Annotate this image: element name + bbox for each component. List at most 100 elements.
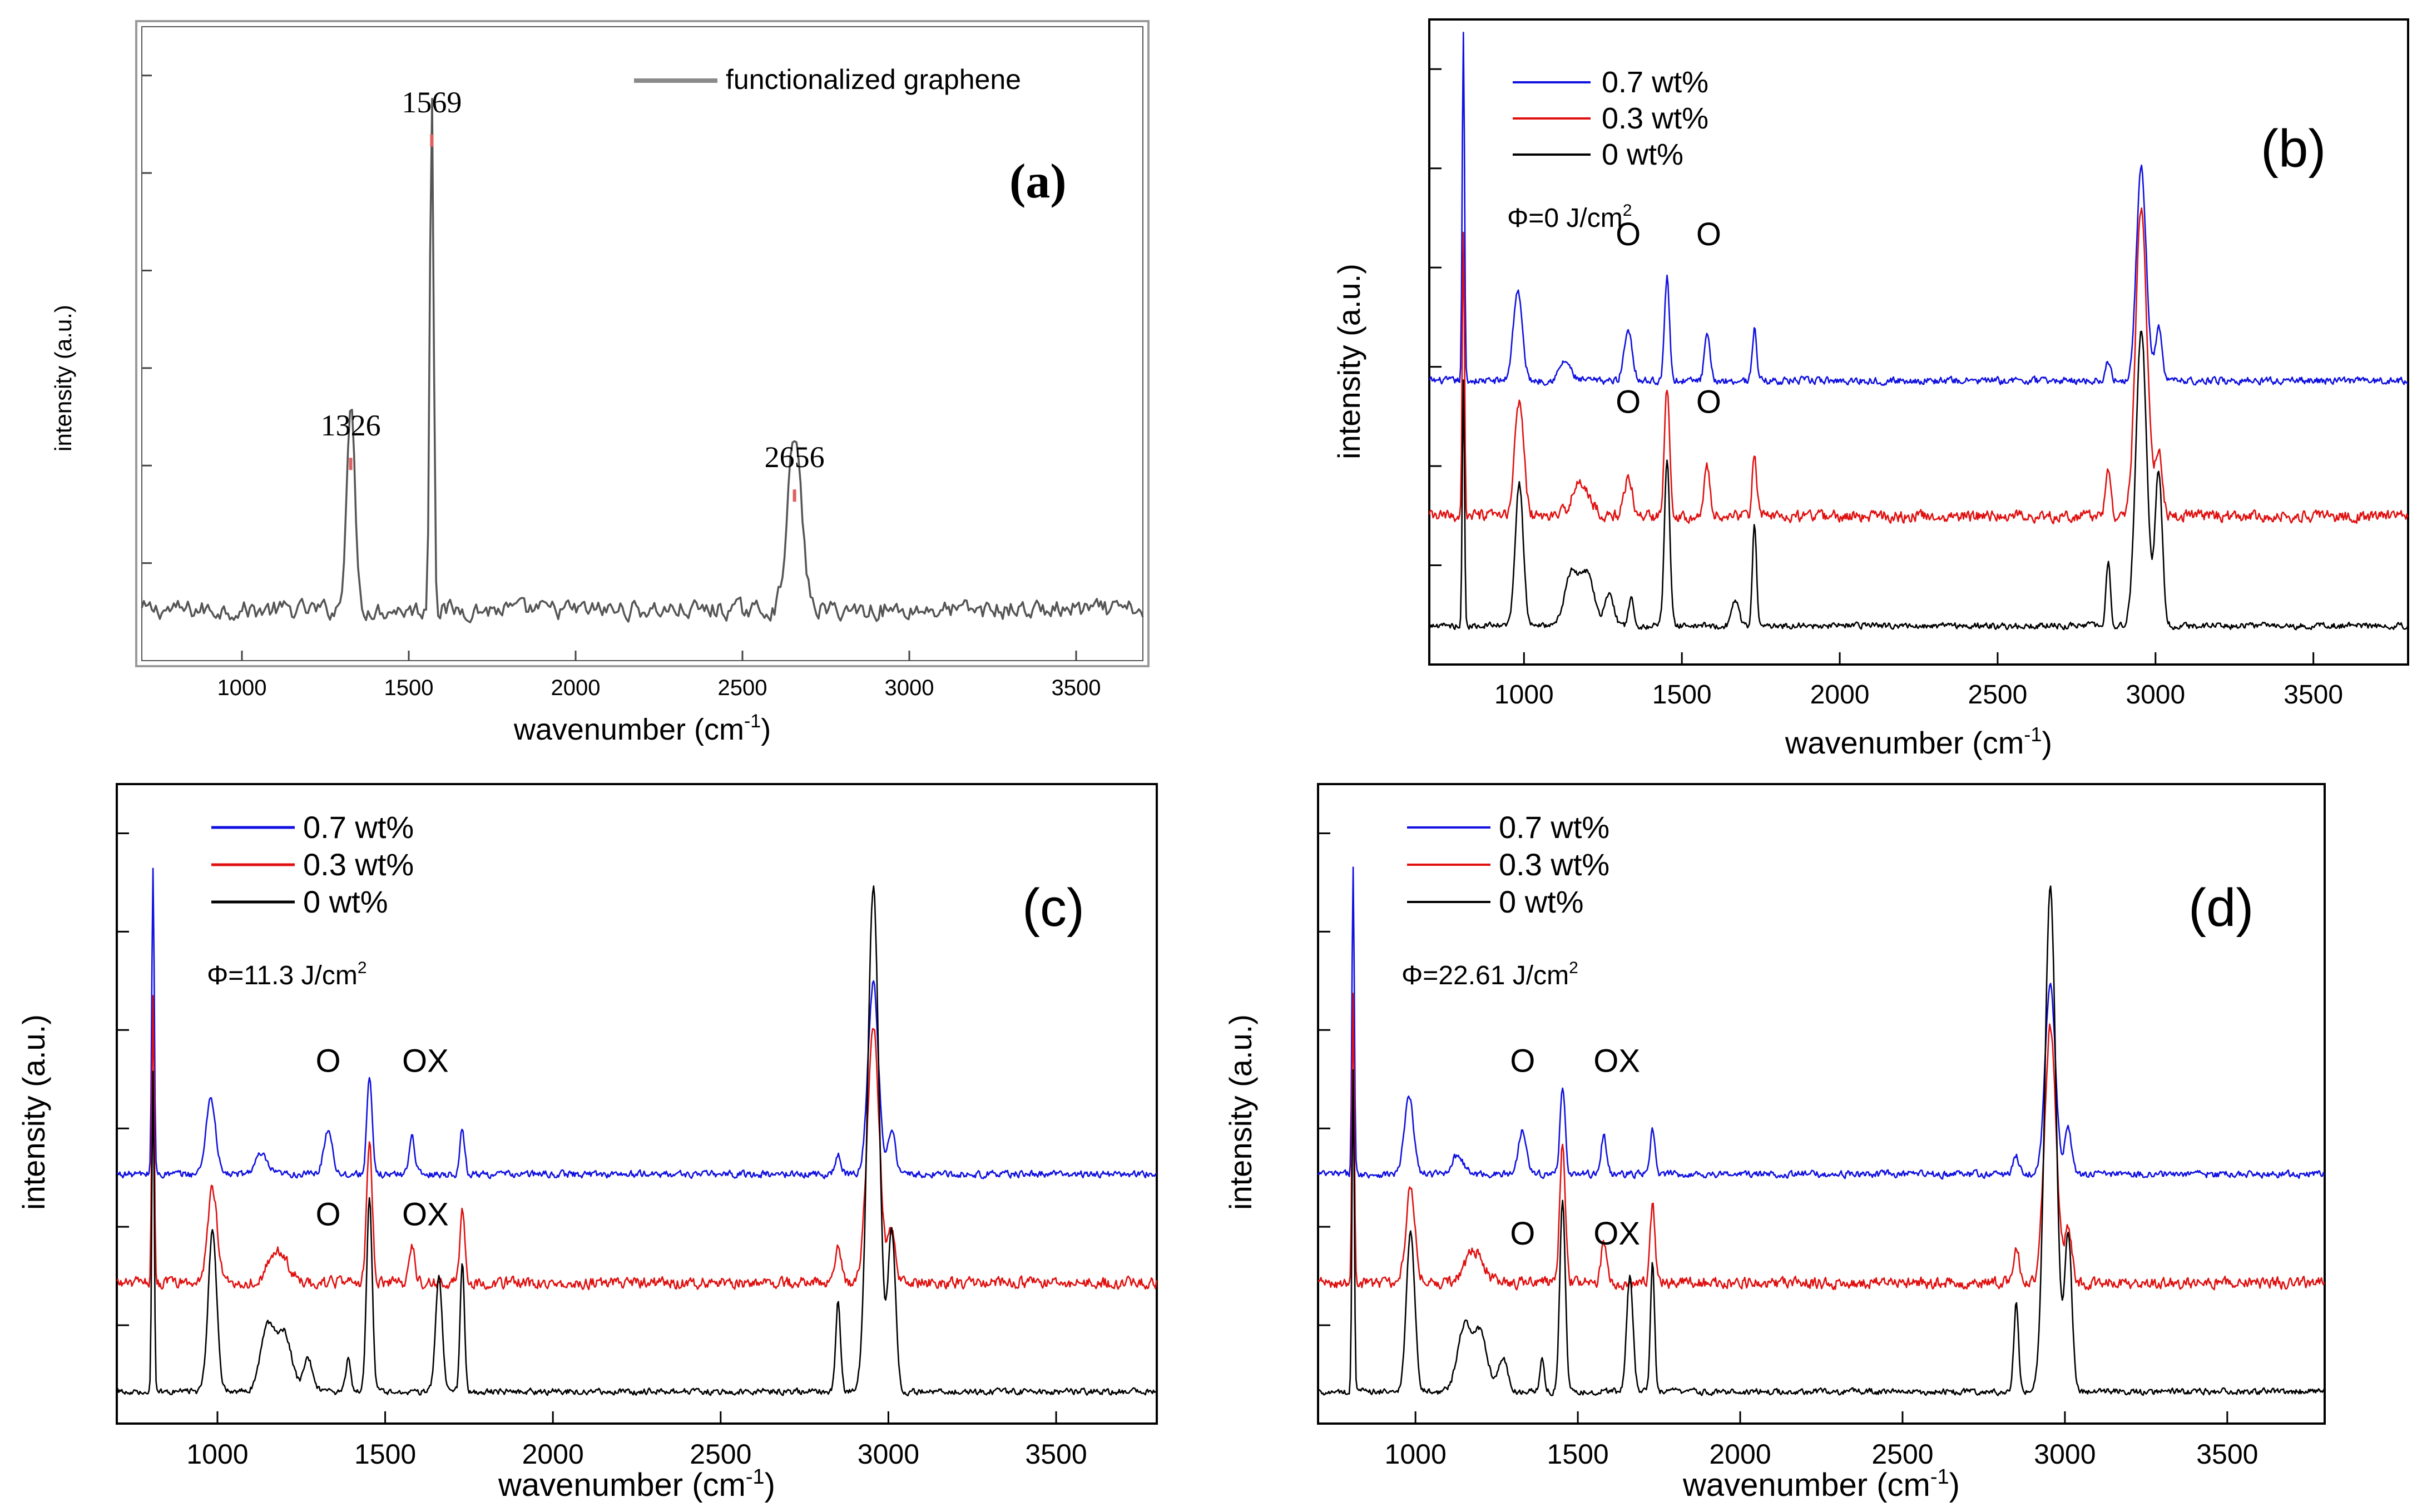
series-line-0-wt xyxy=(1318,885,2325,1396)
panel-d-plot-frame xyxy=(1317,783,2326,1425)
panel-a-plot-frame xyxy=(141,26,1143,661)
panel-d-series xyxy=(1317,866,2325,1396)
panel-b: 1000 1500 2000 2500 3000 3500 O O O O 0.7 wt% 0.… xyxy=(1331,18,2409,760)
panel-c-y-axis-label: intensity (a.u.) xyxy=(16,1014,51,1210)
peak-annotation: O xyxy=(1616,384,1641,420)
legend-label-0-3-wt: 0.3 wt% xyxy=(1499,847,1609,882)
panel-b-xticks: 1000 1500 2000 2500 3000 3500 xyxy=(1494,652,2343,710)
x-tick-label: 1000 xyxy=(1494,680,1554,710)
x-tick-label: 2500 xyxy=(690,1439,751,1470)
legend-label-functionalized-graphene: functionalized graphene xyxy=(726,64,1021,95)
x-tick-label: 2000 xyxy=(1709,1439,1771,1470)
panel-d-annotations: O OX O OX xyxy=(1510,1043,1640,1252)
series-line-0-wt xyxy=(1428,330,2409,631)
panel-c-plot-frame xyxy=(116,783,1158,1425)
x-tick-label: 1000 xyxy=(186,1439,248,1470)
x-tick-label: 2000 xyxy=(1810,680,1870,710)
panel-b-annotations: O O O O xyxy=(1616,216,1721,420)
panel-d-fluence: Φ=22.61 J/cm2 xyxy=(1401,959,1578,990)
panel-a: 1000 1500 2000 2500 3000 3500 1326 1569 2656 fu… xyxy=(50,20,1150,746)
panel-b-plot-frame xyxy=(1428,18,2409,666)
x-tick-label: 3000 xyxy=(885,676,934,700)
panel-a-series xyxy=(141,98,1144,623)
x-tick-label: 3500 xyxy=(2284,680,2343,710)
panel-c-annotations: O OX O OX xyxy=(315,1043,448,1233)
peak-label: 1569 xyxy=(402,86,462,119)
x-tick-label: 3000 xyxy=(858,1439,919,1470)
x-tick-label: 3500 xyxy=(1025,1439,1087,1470)
x-tick-label: 1500 xyxy=(1652,680,1712,710)
x-tick-label: 1000 xyxy=(1385,1439,1447,1470)
legend-label-0-7-wt: 0.7 wt% xyxy=(303,810,414,845)
panel-a-label: (a) xyxy=(1009,155,1067,209)
panel-a-xticks: 1000 1500 2000 2500 3000 3500 xyxy=(217,651,1101,700)
x-tick-label: 3000 xyxy=(2034,1439,2096,1470)
panel-b-fluence: Φ=0 J/cm2 xyxy=(1507,201,1632,233)
peak-annotation: O xyxy=(1696,384,1721,420)
legend-label-0-7-wt: 0.7 wt% xyxy=(1602,66,1708,99)
peak-annotation: O xyxy=(315,1197,340,1233)
series-line-0-7-wt xyxy=(116,867,1157,1179)
legend-label-0-7-wt: 0.7 wt% xyxy=(1499,810,1609,845)
panel-c-xticks: 1000 1500 2000 2500 3000 3500 xyxy=(186,1411,1087,1470)
peak-annotation: O xyxy=(315,1043,340,1079)
series-line-functionalized-graphene xyxy=(141,98,1144,623)
x-tick-label: 3500 xyxy=(1052,676,1101,700)
peak-annotation: OX xyxy=(402,1043,449,1079)
series-line-0-3-wt xyxy=(116,995,1157,1291)
series-line-0-7-wt xyxy=(1429,32,2409,386)
series-line-0-3-wt xyxy=(1428,207,2409,524)
panel-d-yticks xyxy=(1318,832,1330,1326)
legend-label-0-wt: 0 wt% xyxy=(1602,138,1683,171)
peak-annotation: O xyxy=(1616,216,1641,252)
peak-annotation: O xyxy=(1510,1043,1535,1079)
series-line-0-3-wt xyxy=(1318,993,2325,1291)
panel-d-xticks: 1000 1500 2000 2500 3000 3500 xyxy=(1385,1411,2258,1470)
x-tick-label: 3000 xyxy=(2126,680,2185,710)
x-tick-label: 3500 xyxy=(2196,1439,2258,1470)
panel-d-y-axis-label: intensity (a.u.) xyxy=(1223,1014,1258,1210)
panel-c-fluence: Φ=11.3 J/cm2 xyxy=(207,959,367,990)
panel-a-x-axis-label: wavenumber (cm-1) xyxy=(513,711,771,746)
series-line-0-7-wt xyxy=(1317,866,2325,1180)
panel-d-label: (d) xyxy=(2188,878,2253,938)
panel-c-series xyxy=(116,867,1157,1397)
panel-a-yticks xyxy=(142,75,152,564)
panel-a-y-axis-label: intensity (a.u.) xyxy=(50,305,76,452)
legend-label-0-wt: 0 wt% xyxy=(303,884,388,919)
peak-annotation: O xyxy=(1696,216,1721,252)
panel-b-yticks xyxy=(1429,68,1442,567)
x-tick-label: 2000 xyxy=(551,676,601,700)
x-tick-label: 2500 xyxy=(1968,680,2028,710)
panel-b-x-axis-label: wavenumber (cm-1) xyxy=(1785,723,2052,760)
x-tick-label: 2500 xyxy=(1871,1439,1933,1470)
panel-c: 1000 1500 2000 2500 3000 3500 O OXO OX 0.7 wt% … xyxy=(16,783,1158,1503)
legend-label-0-3-wt: 0.3 wt% xyxy=(1602,102,1708,135)
peak-label: 2656 xyxy=(765,440,825,474)
legend-label-0-wt: 0 wt% xyxy=(1499,884,1584,919)
series-line-0-wt xyxy=(116,885,1157,1397)
x-tick-label: 1500 xyxy=(354,1439,416,1470)
panel-a-peak-labels: 1326 1569 2656 xyxy=(321,86,825,502)
panel-b-series xyxy=(1428,32,2409,631)
panel-c-label: (c) xyxy=(1022,878,1084,938)
x-tick-label: 1000 xyxy=(217,676,267,700)
panel-a-frame xyxy=(135,20,1150,667)
panel-b-label: (b) xyxy=(2261,119,2326,179)
legend-label-0-3-wt: 0.3 wt% xyxy=(303,847,414,882)
panel-d-x-axis-label: wavenumber (cm-1) xyxy=(1682,1465,1960,1503)
peak-label: 1326 xyxy=(321,409,381,442)
x-tick-label: 2000 xyxy=(522,1439,584,1470)
peak-annotation: OX xyxy=(1593,1216,1640,1252)
panel-c-x-axis-label: wavenumber (cm-1) xyxy=(498,1465,775,1503)
panel-c-yticks xyxy=(117,832,129,1326)
x-tick-label: 1500 xyxy=(384,676,434,700)
peak-annotation: OX xyxy=(1593,1043,1640,1079)
panel-b-y-axis-label: intensity (a.u.) xyxy=(1331,264,1366,459)
x-tick-label: 2500 xyxy=(718,676,767,700)
peak-annotation: OX xyxy=(402,1197,449,1233)
peak-annotation: O xyxy=(1510,1216,1535,1252)
panel-d: 1000 1500 2000 2500 3000 3500 O OXO OX 0.7 wt% … xyxy=(1223,783,2326,1503)
x-tick-label: 1500 xyxy=(1547,1439,1608,1470)
